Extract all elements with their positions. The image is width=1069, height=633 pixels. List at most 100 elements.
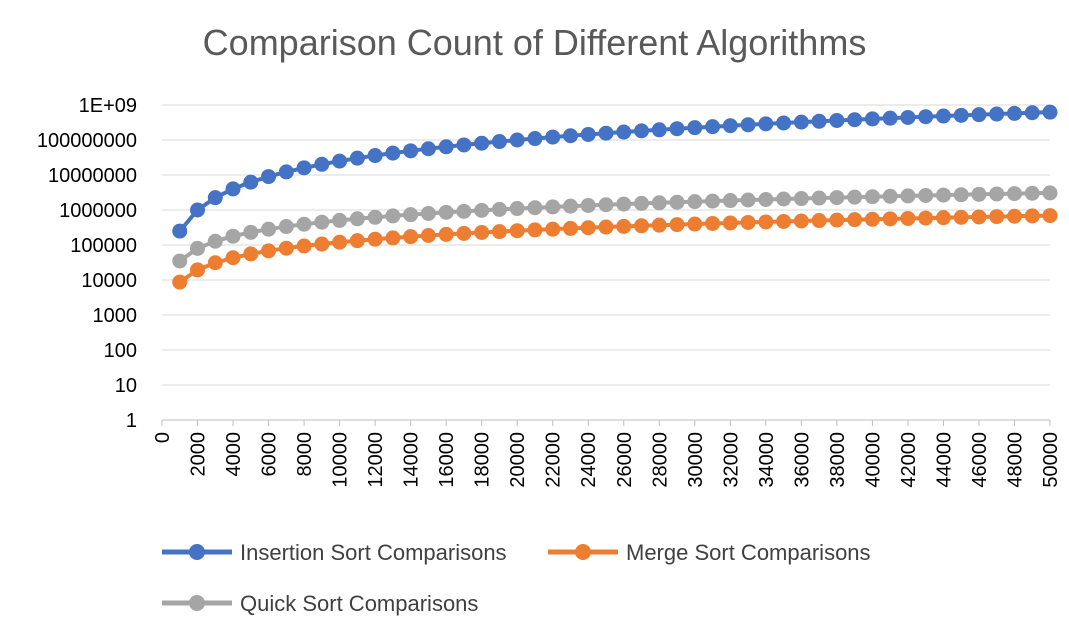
data-point	[989, 106, 1005, 122]
data-point	[989, 186, 1005, 202]
data-point	[971, 209, 987, 225]
data-point	[1042, 208, 1058, 224]
data-point	[1006, 186, 1022, 202]
data-point	[687, 120, 703, 136]
data-point	[314, 156, 330, 172]
data-point	[367, 209, 383, 225]
data-point	[403, 143, 419, 159]
data-point	[616, 124, 632, 140]
data-point	[456, 203, 472, 219]
data-point	[687, 194, 703, 210]
data-point	[172, 223, 188, 239]
data-point	[900, 188, 916, 204]
data-point	[207, 233, 223, 249]
data-point	[616, 218, 632, 234]
data-point	[545, 129, 561, 145]
y-tick-label: 10	[115, 375, 137, 397]
x-tick-label: 4000	[223, 432, 245, 477]
x-tick-label: 16000	[436, 432, 458, 488]
data-point	[740, 192, 756, 208]
data-point	[669, 121, 685, 137]
data-point	[349, 150, 365, 166]
data-point	[829, 190, 845, 206]
data-point	[847, 112, 863, 128]
data-point	[562, 128, 578, 144]
data-point	[829, 212, 845, 228]
legend-item: Merge Sort Comparisons	[548, 540, 871, 565]
data-point	[1024, 185, 1040, 201]
data-point	[935, 210, 951, 226]
data-point	[598, 197, 614, 213]
data-point	[243, 174, 259, 190]
y-tick-label: 100000	[70, 235, 137, 257]
data-point	[403, 207, 419, 223]
data-point	[847, 212, 863, 228]
y-tick-label: 1000	[93, 305, 138, 327]
legend-label: Merge Sort Comparisons	[626, 540, 871, 565]
data-point	[332, 212, 348, 228]
x-tick-label: 48000	[1004, 432, 1026, 488]
data-point	[598, 125, 614, 141]
data-point	[918, 109, 934, 125]
data-point	[296, 216, 312, 232]
data-point	[278, 164, 294, 180]
legend-label: Insertion Sort Comparisons	[240, 540, 507, 565]
legend-swatch-marker	[189, 544, 205, 560]
data-point	[527, 222, 543, 238]
data-point	[474, 135, 490, 151]
x-axis-ticks: 0 2000 4000 6000 8000 10000 12000 14000 16000 180…	[152, 420, 1062, 488]
data-point	[953, 107, 969, 123]
data-point	[403, 229, 419, 245]
data-point	[527, 200, 543, 216]
data-point	[651, 122, 667, 138]
x-tick-label: 22000	[543, 432, 565, 488]
x-tick-label: 28000	[649, 432, 671, 488]
data-point	[722, 118, 738, 134]
data-point	[669, 194, 685, 210]
data-point	[953, 187, 969, 203]
data-point	[918, 210, 934, 226]
data-point	[758, 191, 774, 207]
data-point	[776, 115, 792, 131]
data-point	[438, 226, 454, 242]
data-point	[438, 139, 454, 155]
data-point	[474, 202, 490, 218]
data-point	[1006, 105, 1022, 121]
x-tick-label: 38000	[827, 432, 849, 488]
data-point	[491, 134, 507, 150]
data-point	[882, 211, 898, 227]
data-point	[634, 195, 650, 211]
legend-label: Quick Sort Comparisons	[240, 591, 478, 616]
data-point	[935, 187, 951, 203]
data-point	[349, 233, 365, 249]
x-tick-label: 34000	[756, 432, 778, 488]
data-point	[651, 195, 667, 211]
data-point	[545, 221, 561, 237]
data-point	[474, 224, 490, 240]
data-point	[332, 153, 348, 169]
data-point	[1042, 104, 1058, 120]
data-point	[811, 113, 827, 129]
data-point	[562, 220, 578, 236]
data-point	[722, 215, 738, 231]
series-2	[172, 185, 1058, 269]
data-point	[1042, 185, 1058, 201]
data-point	[385, 230, 401, 246]
data-point	[971, 186, 987, 202]
data-point	[900, 210, 916, 226]
data-point	[278, 219, 294, 235]
data-point	[758, 214, 774, 230]
data-point	[314, 214, 330, 230]
y-tick-label: 1	[126, 410, 137, 432]
x-tick-label: 42000	[898, 432, 920, 488]
data-point	[580, 220, 596, 236]
data-point	[420, 228, 436, 244]
data-point	[705, 119, 721, 135]
data-point	[438, 204, 454, 220]
legend-item: Quick Sort Comparisons	[162, 591, 478, 616]
data-point	[456, 137, 472, 153]
data-point	[207, 190, 223, 206]
chart-title: Comparison Count of Different Algorithms	[202, 22, 867, 63]
data-point	[847, 189, 863, 205]
